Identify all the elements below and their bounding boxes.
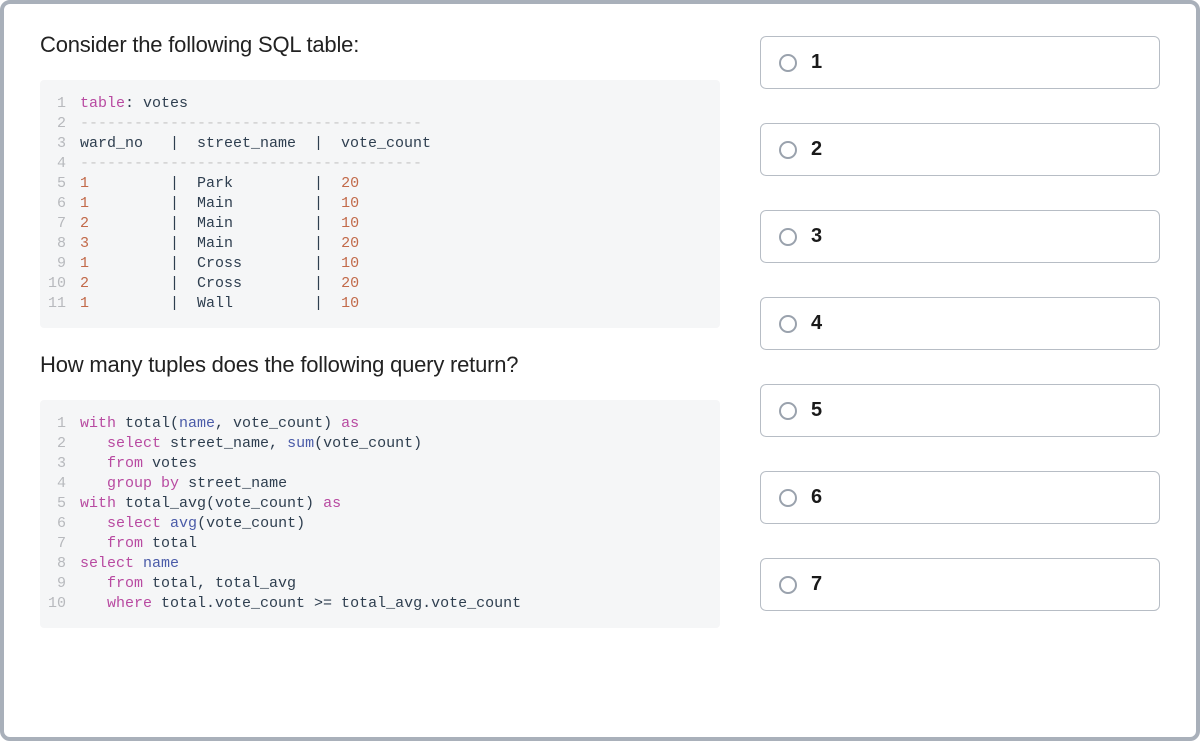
- answer-option-2[interactable]: 2: [760, 123, 1160, 176]
- radio-icon: [779, 402, 797, 420]
- code-line: 5with total_avg(vote_count) as: [40, 494, 720, 514]
- code-line: 2--------------------------------------: [40, 114, 720, 134]
- radio-icon: [779, 54, 797, 72]
- radio-icon: [779, 315, 797, 333]
- code-line: 10 where total.vote_count >= total_avg.v…: [40, 594, 720, 614]
- code-content: 1 | Wall | 10: [80, 294, 359, 314]
- answer-option-5[interactable]: 5: [760, 384, 1160, 437]
- line-number: 5: [40, 174, 80, 194]
- line-number: 8: [40, 554, 80, 574]
- option-label: 5: [811, 399, 822, 422]
- code-content: from total, total_avg: [80, 574, 296, 594]
- code-line: 7 from total: [40, 534, 720, 554]
- line-number: 2: [40, 434, 80, 454]
- code-line: 111 | Wall | 10: [40, 294, 720, 314]
- quiz-container: Consider the following SQL table: 1table…: [40, 32, 1160, 709]
- code-block-table: 1table: votes2--------------------------…: [40, 80, 720, 328]
- code-line: 83 | Main | 20: [40, 234, 720, 254]
- question-prompt-1: Consider the following SQL table:: [40, 32, 720, 58]
- answer-option-1[interactable]: 1: [760, 36, 1160, 89]
- code-line: 9 from total, total_avg: [40, 574, 720, 594]
- code-line: 2 select street_name, sum(vote_count): [40, 434, 720, 454]
- code-line: 72 | Main | 10: [40, 214, 720, 234]
- code-line: 1with total(name, vote_count) as: [40, 414, 720, 434]
- code-content: from total: [80, 534, 197, 554]
- code-line: 4 group by street_name: [40, 474, 720, 494]
- code-content: select avg(vote_count): [80, 514, 305, 534]
- line-number: 3: [40, 454, 80, 474]
- radio-icon: [779, 489, 797, 507]
- radio-icon: [779, 228, 797, 246]
- line-number: 6: [40, 194, 80, 214]
- code-line: 61 | Main | 10: [40, 194, 720, 214]
- question-prompt-2: How many tuples does the following query…: [40, 352, 720, 378]
- radio-icon: [779, 576, 797, 594]
- line-number: 7: [40, 214, 80, 234]
- code-content: table: votes: [80, 94, 188, 114]
- option-label: 3: [811, 225, 822, 248]
- question-column: Consider the following SQL table: 1table…: [40, 32, 720, 709]
- code-content: 1 | Main | 10: [80, 194, 359, 214]
- code-line: 6 select avg(vote_count): [40, 514, 720, 534]
- code-content: with total(name, vote_count) as: [80, 414, 359, 434]
- line-number: 4: [40, 154, 80, 174]
- options-column: 1 2 3 4 5 6 7: [760, 32, 1160, 709]
- code-content: 2 | Main | 10: [80, 214, 359, 234]
- line-number: 9: [40, 254, 80, 274]
- answer-option-3[interactable]: 3: [760, 210, 1160, 263]
- code-line: 51 | Park | 20: [40, 174, 720, 194]
- code-content: 3 | Main | 20: [80, 234, 359, 254]
- line-number: 11: [40, 294, 80, 314]
- line-number: 1: [40, 414, 80, 434]
- answer-option-4[interactable]: 4: [760, 297, 1160, 350]
- code-block-query: 1with total(name, vote_count) as2 select…: [40, 400, 720, 628]
- code-content: 2 | Cross | 20: [80, 274, 359, 294]
- code-content: ward_no | street_name | vote_count: [80, 134, 431, 154]
- code-content: select name: [80, 554, 179, 574]
- answer-option-7[interactable]: 7: [760, 558, 1160, 611]
- radio-icon: [779, 141, 797, 159]
- code-content: 1 | Park | 20: [80, 174, 359, 194]
- option-label: 4: [811, 312, 822, 335]
- code-content: from votes: [80, 454, 197, 474]
- code-line: 91 | Cross | 10: [40, 254, 720, 274]
- code-content: --------------------------------------: [80, 114, 422, 134]
- answer-option-6[interactable]: 6: [760, 471, 1160, 524]
- code-line: 3ward_no | street_name | vote_count: [40, 134, 720, 154]
- code-line: 3 from votes: [40, 454, 720, 474]
- line-number: 4: [40, 474, 80, 494]
- code-line: 4--------------------------------------: [40, 154, 720, 174]
- line-number: 3: [40, 134, 80, 154]
- option-label: 7: [811, 573, 822, 596]
- line-number: 5: [40, 494, 80, 514]
- line-number: 1: [40, 94, 80, 114]
- option-label: 6: [811, 486, 822, 509]
- line-number: 9: [40, 574, 80, 594]
- code-content: 1 | Cross | 10: [80, 254, 359, 274]
- code-content: group by street_name: [80, 474, 287, 494]
- option-label: 2: [811, 138, 822, 161]
- code-content: --------------------------------------: [80, 154, 422, 174]
- code-content: where total.vote_count >= total_avg.vote…: [80, 594, 521, 614]
- code-content: select street_name, sum(vote_count): [80, 434, 422, 454]
- line-number: 10: [40, 594, 80, 614]
- code-line: 8select name: [40, 554, 720, 574]
- option-label: 1: [811, 51, 822, 74]
- line-number: 8: [40, 234, 80, 254]
- line-number: 6: [40, 514, 80, 534]
- line-number: 7: [40, 534, 80, 554]
- line-number: 2: [40, 114, 80, 134]
- line-number: 10: [40, 274, 80, 294]
- code-line: 102 | Cross | 20: [40, 274, 720, 294]
- code-line: 1table: votes: [40, 94, 720, 114]
- code-content: with total_avg(vote_count) as: [80, 494, 341, 514]
